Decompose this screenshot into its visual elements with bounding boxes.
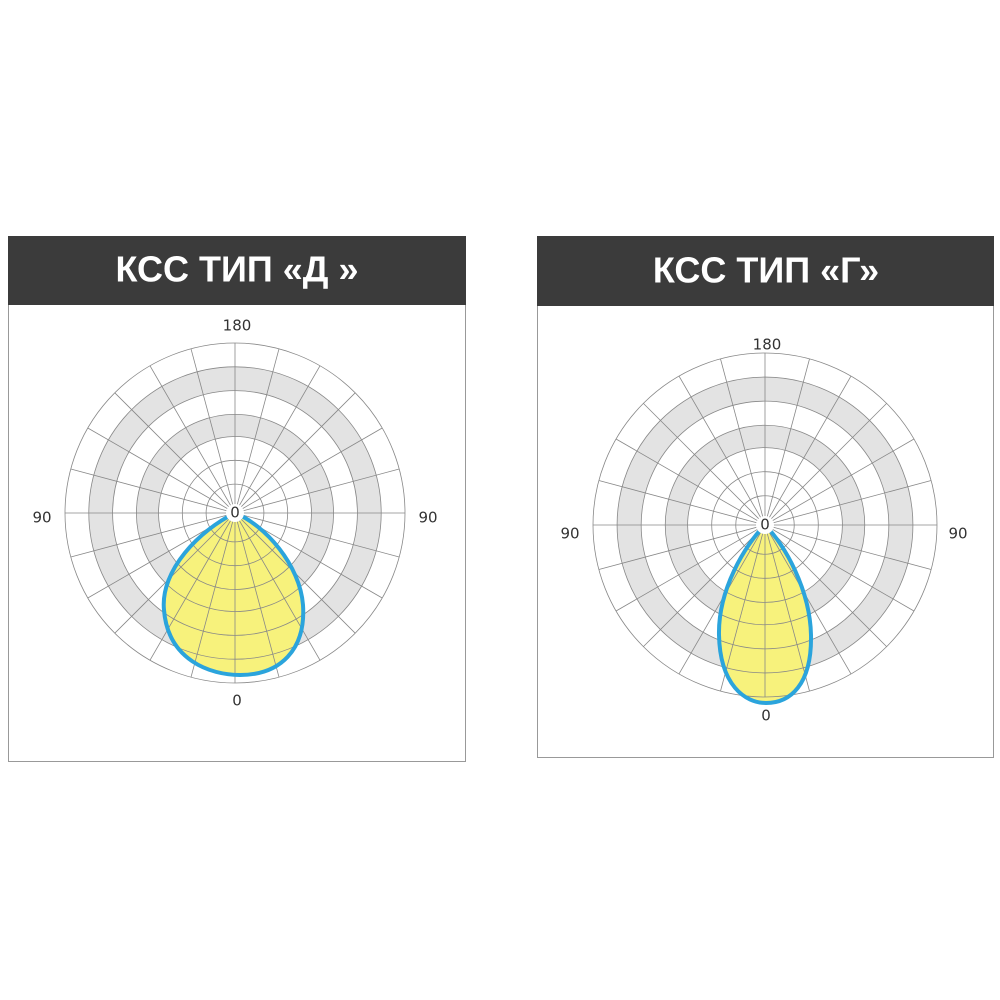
radial-line [764, 524, 915, 612]
radial-line [764, 524, 887, 647]
polar-grid [592, 352, 938, 706]
radial-line [764, 358, 810, 526]
radial-line [234, 427, 383, 514]
radial-line [764, 403, 887, 526]
lobe-outline [161, 510, 306, 678]
label-right: 90 [418, 509, 437, 527]
center-dot [756, 516, 774, 534]
label-right: 90 [948, 525, 967, 543]
radial-line [234, 512, 321, 661]
panel-header [537, 236, 994, 306]
ring [88, 366, 382, 660]
ring [181, 459, 289, 567]
ring [135, 413, 334, 612]
radial-line [70, 512, 236, 558]
radial-line [598, 524, 766, 570]
radial-line [720, 524, 766, 692]
label-center: 0 [760, 516, 770, 534]
panel: КСС ТИП «Д » 180 90 90 0 0 [8, 236, 466, 762]
radial-line [149, 512, 236, 661]
ring [640, 400, 890, 650]
ring [735, 495, 795, 555]
radial-line [764, 524, 932, 570]
radial-line [70, 468, 236, 514]
radial-line [87, 427, 236, 514]
radial-line [234, 392, 356, 514]
ring [664, 424, 866, 626]
radial-line [764, 524, 810, 692]
lobe-outline [716, 522, 814, 706]
label-left: 90 [32, 509, 51, 527]
ring [205, 483, 265, 543]
label-bottom: 0 [232, 692, 242, 710]
ring [687, 447, 843, 603]
radial-line [643, 403, 766, 526]
radial-line [234, 365, 321, 514]
center-dot [226, 504, 244, 522]
ring [112, 390, 358, 636]
radial-line [764, 375, 852, 526]
label-top: 180 [223, 317, 252, 335]
radial-line [764, 480, 932, 526]
radial-line [234, 468, 400, 514]
ring [592, 352, 938, 698]
radial-line [598, 480, 766, 526]
radial-line [643, 524, 766, 647]
radial-line [764, 524, 852, 675]
radial-line [678, 375, 766, 526]
panel: КСС ТИП «Г» 180 90 90 0 0 [537, 236, 994, 758]
radial-line [764, 438, 915, 526]
radial-line [149, 365, 236, 514]
label-center: 0 [230, 504, 240, 522]
radial-line [234, 512, 400, 558]
panel-title: КСС ТИП «Г» [653, 250, 879, 291]
radial-line [720, 358, 766, 526]
radial-line [615, 438, 766, 526]
radial-line [615, 524, 766, 612]
radial-line [234, 348, 280, 514]
label-left: 90 [560, 525, 579, 543]
label-top: 180 [753, 336, 782, 354]
panel-header [8, 236, 466, 305]
ring [158, 436, 312, 590]
radial-line [234, 512, 280, 678]
radial-line [114, 512, 236, 634]
panel-title: КСС ТИП «Д » [116, 249, 359, 290]
polar-grid [64, 342, 406, 684]
radial-line [190, 348, 236, 514]
radial-line [190, 512, 236, 678]
radial-line [114, 392, 236, 514]
label-bottom: 0 [761, 707, 771, 725]
ring [64, 342, 406, 684]
ring [711, 471, 819, 579]
ring [616, 376, 914, 674]
